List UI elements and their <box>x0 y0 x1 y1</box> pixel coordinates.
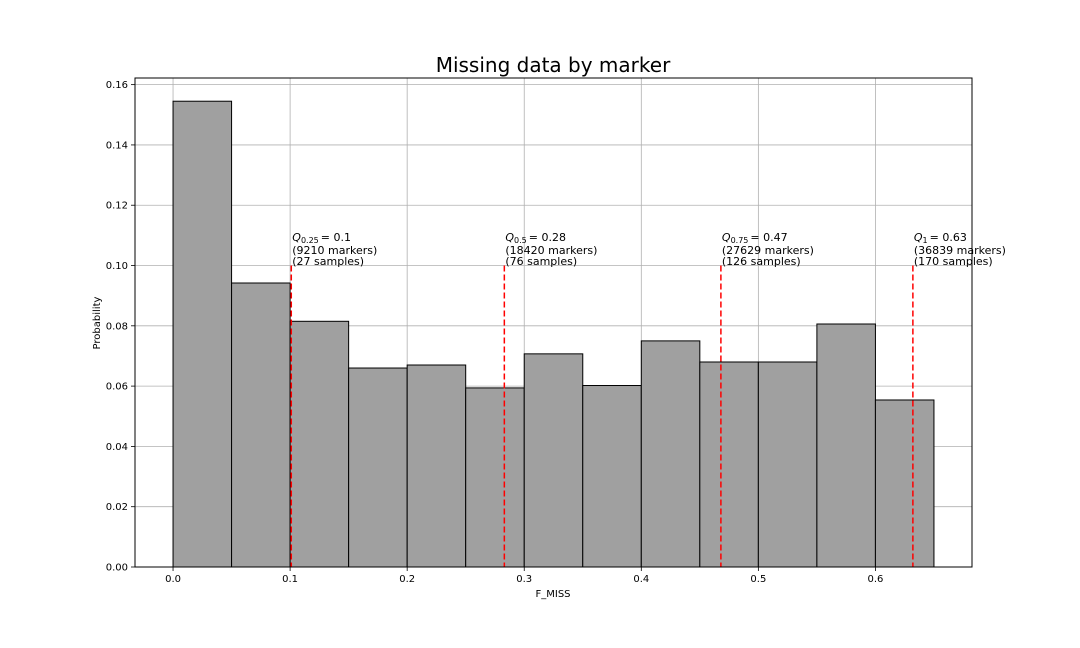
x-tick-label: 0.3 <box>516 574 532 585</box>
x-tick-label: 0.6 <box>867 574 883 585</box>
quantile-markers-count: (9210 markers) <box>292 244 377 257</box>
histogram-bars <box>172 100 935 568</box>
x-tick-label: 0.0 <box>165 574 181 585</box>
quantile-annotations: Q0.25 = 0.1(9210 markers)(27 samples) Q0.5… <box>292 231 1006 268</box>
quantile-label: Q0.25 = 0.1 <box>292 231 351 245</box>
quantile-samples-count: (126 samples) <box>722 255 801 268</box>
x-tick-label: 0.4 <box>633 574 649 585</box>
histogram-bar <box>172 100 233 568</box>
quantile-annotation: Q0.75 = 0.47(27629 markers)(126 samples) <box>722 231 814 268</box>
histogram-bar <box>406 364 467 568</box>
y-tick-label: 0.06 <box>106 382 128 393</box>
y-tick-label: 0.12 <box>106 201 128 212</box>
quantile-label: Q1 = 0.63 <box>914 231 967 245</box>
y-axis-label: Probability <box>92 296 103 349</box>
x-tick-label: 0.2 <box>399 574 415 585</box>
y-tick-label: 0.02 <box>106 502 128 513</box>
quantile-lines <box>290 265 914 567</box>
histogram-bar <box>231 282 291 568</box>
x-tick-label: 0.5 <box>750 574 766 585</box>
quantile-markers-count: (18420 markers) <box>505 244 597 257</box>
quantile-markers-count: (36839 markers) <box>914 244 1006 257</box>
x-axis-ticks: 0.0 0.1 0.2 0.3 0.4 0.5 0.6 <box>165 567 883 585</box>
quantile-annotation: Q0.5 = 0.28(18420 markers)(76 samples) <box>505 231 597 268</box>
quantile-annotation: Q1 = 0.63(36839 markers)(170 samples) <box>914 231 1006 268</box>
histogram-bar <box>816 323 876 568</box>
histogram-bar <box>465 387 525 568</box>
x-axis-label: F_MISS <box>535 589 570 600</box>
histogram-bar <box>757 361 818 568</box>
quantile-samples-count: (76 samples) <box>505 255 577 268</box>
quantile-label: Q0.5 = 0.28 <box>505 231 566 245</box>
histogram-bar <box>699 361 759 568</box>
y-axis-ticks: 0.00 0.02 0.04 0.06 0.08 0.10 0.12 0.14 0.16 <box>106 80 135 574</box>
quantile-markers-count: (27629 markers) <box>722 244 814 257</box>
histogram-bar <box>874 399 935 568</box>
y-tick-label: 0.16 <box>106 80 128 91</box>
y-tick-label: 0.10 <box>106 261 128 272</box>
quantile-samples-count: (27 samples) <box>292 255 364 268</box>
quantile-label: Q0.75 = 0.47 <box>722 231 788 245</box>
histogram-bar <box>582 385 642 568</box>
histogram-bar <box>348 367 408 568</box>
histogram-bar <box>640 340 701 568</box>
y-tick-label: 0.04 <box>106 442 128 453</box>
x-tick-label: 0.1 <box>282 574 298 585</box>
y-tick-label: 0.14 <box>106 140 128 151</box>
histogram-bar <box>523 353 584 568</box>
y-tick-label: 0.08 <box>106 321 128 332</box>
chart-title: Missing data by marker <box>436 53 671 77</box>
quantile-annotation: Q0.25 = 0.1(9210 markers)(27 samples) <box>292 231 377 268</box>
histogram-bar <box>289 320 350 568</box>
y-tick-label: 0.00 <box>106 563 128 574</box>
quantile-samples-count: (170 samples) <box>914 255 993 268</box>
plot-frame <box>134 77 973 568</box>
